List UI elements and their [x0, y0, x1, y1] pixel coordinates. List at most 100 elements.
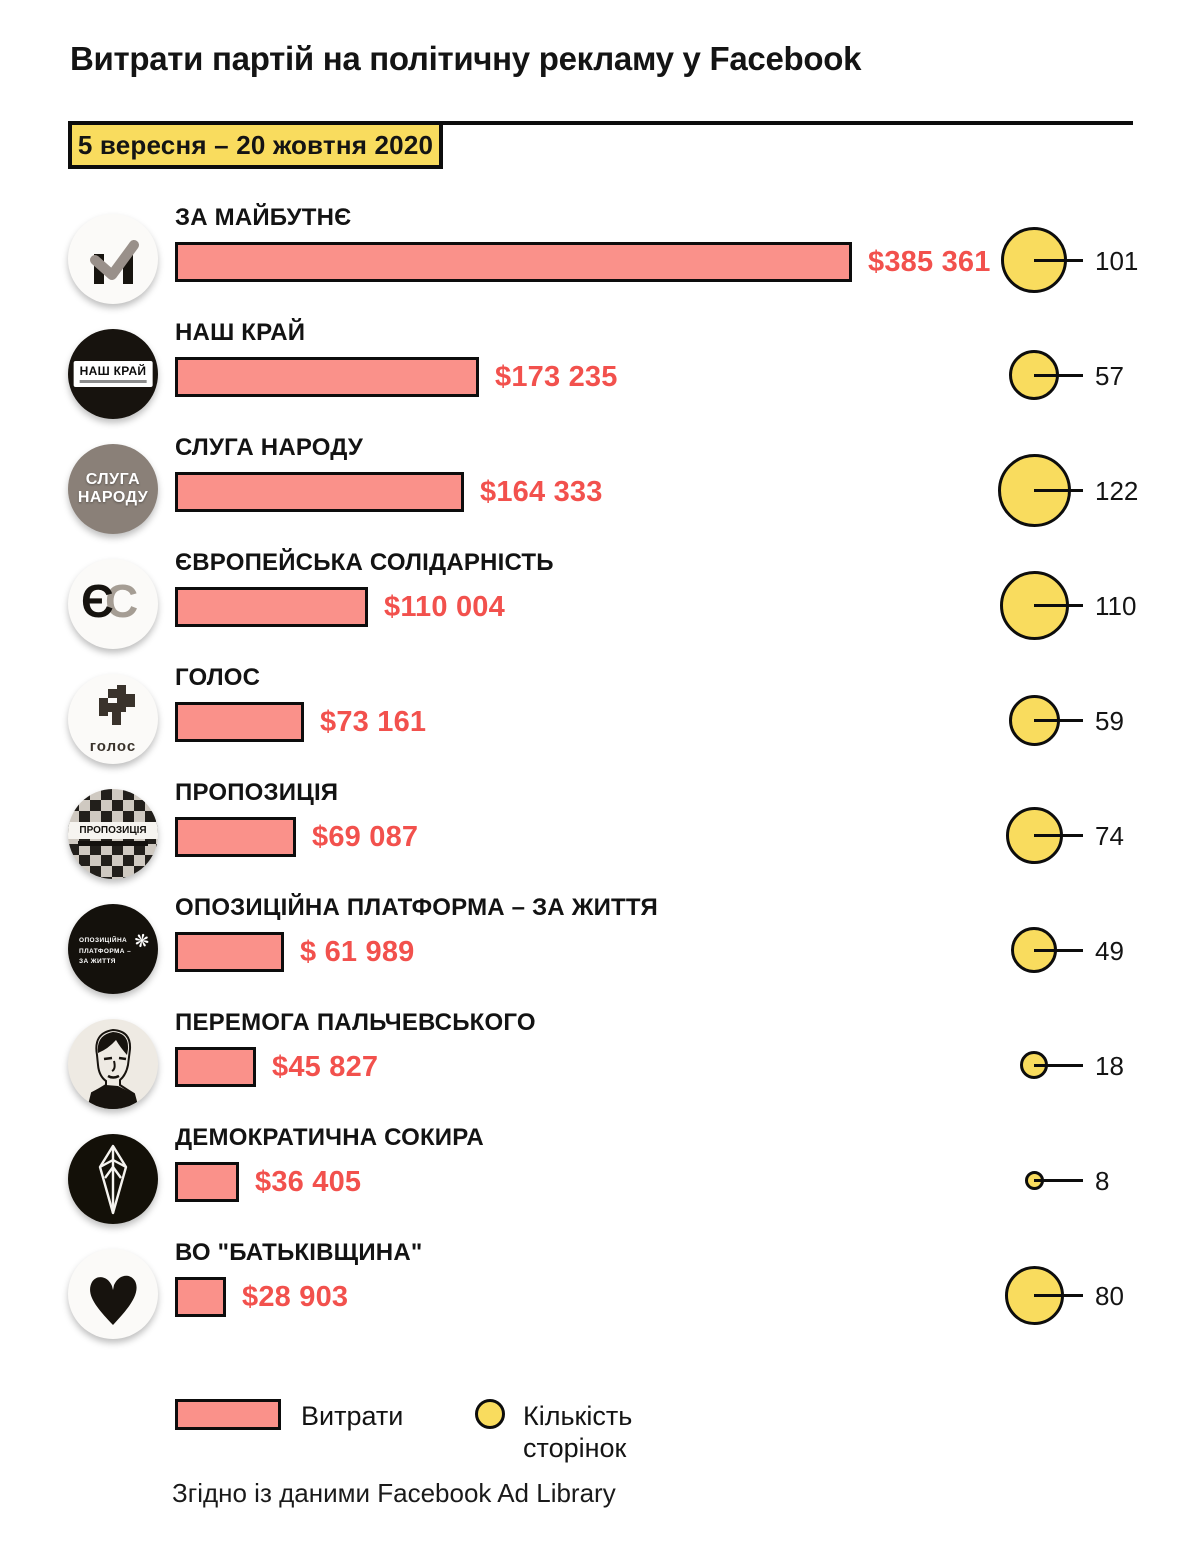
spend-bar — [175, 587, 368, 627]
logo-line: ПЛАТФОРМА – — [79, 947, 132, 955]
pages-line — [1034, 719, 1083, 722]
logo-caption: голос — [89, 738, 137, 755]
party-name: ДЕМОКРАТИЧНА СОКИРА — [175, 1124, 484, 1151]
party-logo: ОПОЗИЦІЙНА ПЛАТФОРМА – ЗА ЖИТТЯ ❋ — [68, 904, 158, 994]
spend-bar — [175, 702, 304, 742]
party-logo — [68, 1249, 158, 1339]
party-logo: голос — [68, 674, 158, 764]
logo-caption-subline — [79, 380, 147, 383]
party-row: СЛУГА НАРОДУ СЛУГА НАРОДУ $164 333 122 — [0, 432, 1200, 547]
pages-legend-label: Кількість сторінок — [523, 1401, 633, 1463]
party-row: ВО "БАТЬКІВЩИНА" $28 903 80 — [0, 1237, 1200, 1352]
pages-count: 18 — [1095, 1051, 1124, 1081]
party-name: ПРОПОЗИЦІЯ — [175, 779, 339, 806]
party-name: ВО "БАТЬКІВЩИНА" — [175, 1239, 423, 1266]
logo-band-strip — [78, 841, 148, 846]
heart-icon — [90, 1275, 137, 1325]
party-logo: ПРОПОЗИЦІЯ — [68, 789, 158, 879]
pages-count: 49 — [1095, 936, 1124, 966]
spend-value: $36 405 — [255, 1166, 362, 1198]
party-name: ГОЛОС — [175, 664, 261, 691]
pages-line — [1034, 1179, 1083, 1182]
logo-caption: НАШ КРАЙ — [79, 364, 147, 378]
logo-caption: ОПОЗИЦІЙНА ПЛАТФОРМА – ЗА ЖИТТЯ — [79, 936, 131, 968]
party-row: НАШ КРАЙ НАШ КРАЙ $173 235 57 — [0, 317, 1200, 432]
date-range-badge: 5 вересня – 20 жовтня 2020 — [68, 121, 443, 169]
logo-caption: СЛУГА НАРОДУ — [68, 444, 158, 534]
party-row: ДЕМОКРАТИЧНА СОКИРА $36 405 8 — [0, 1122, 1200, 1237]
spend-bar — [175, 932, 284, 972]
spend-value: $173 235 — [495, 361, 618, 393]
pages-count: 57 — [1095, 361, 1124, 391]
pixel-mark-icon — [99, 685, 135, 725]
spend-bar — [175, 817, 296, 857]
flower-emblem-icon: ❋ — [131, 929, 152, 953]
source-note: Згідно із даними Facebook Ad Library — [172, 1478, 616, 1508]
portrait-icon — [86, 1028, 140, 1109]
pages-line — [1034, 949, 1083, 952]
logo-letter-ye: Є — [81, 575, 114, 627]
logo-letter-c: С — [105, 575, 139, 627]
party-row: ЗА МАЙБУТНЄ $385 361 101 — [0, 202, 1200, 317]
spend-value: $ 61 989 — [300, 936, 415, 968]
logo-caption: ПРОПОЗИЦІЯ — [79, 825, 147, 836]
spend-bar — [175, 472, 464, 512]
pages-count: 80 — [1095, 1281, 1124, 1311]
party-logo — [68, 1134, 158, 1224]
spend-value: $28 903 — [242, 1281, 349, 1313]
spend-bar — [175, 1277, 226, 1317]
party-row: ОПОЗИЦІЙНА ПЛАТФОРМА – ЗА ЖИТТЯ ❋ ОПОЗИЦІЙН… — [0, 892, 1200, 1007]
party-row: ПЕРЕМОГА ПАЛЬЧЕВСЬКОГО $45 827 18 — [0, 1007, 1200, 1122]
spend-value: $69 087 — [312, 821, 419, 853]
pages-line — [1034, 1294, 1083, 1297]
spend-bar — [175, 357, 479, 397]
pages-line — [1034, 374, 1083, 377]
pages-line — [1034, 489, 1083, 492]
logo-line: ЗА ЖИТТЯ — [79, 958, 116, 966]
logo-line: СЛУГА — [85, 470, 141, 488]
spend-value: $45 827 — [272, 1051, 379, 1083]
chart-title: Витрати партій на політичну рекламу у Fa… — [70, 40, 862, 77]
party-name: ЄВРОПЕЙСЬКА СОЛІДАРНІСТЬ — [175, 549, 554, 576]
party-name: ПЕРЕМОГА ПАЛЬЧЕВСЬКОГО — [175, 1009, 536, 1036]
party-name: ОПОЗИЦІЙНА ПЛАТФОРМА – ЗА ЖИТТЯ — [175, 894, 658, 921]
pages-line — [1034, 1064, 1083, 1067]
party-name: СЛУГА НАРОДУ — [175, 434, 364, 461]
spend-value: $110 004 — [384, 591, 505, 623]
pages-count: 8 — [1095, 1166, 1110, 1196]
pages-count: 110 — [1095, 591, 1137, 621]
m-check-logo-icon — [90, 240, 139, 284]
spend-bar — [175, 1047, 256, 1087]
party-name: НАШ КРАЙ — [175, 319, 306, 346]
spend-legend-label: Витрати — [301, 1401, 404, 1431]
pages-count: 74 — [1095, 821, 1124, 851]
logo-line: НАРОДУ — [77, 489, 149, 506]
logo-caption-band: ПРОПОЗИЦІЯ — [68, 822, 158, 839]
party-logo: СЛУГА НАРОДУ — [68, 444, 158, 534]
party-name: ЗА МАЙБУТНЄ — [175, 204, 352, 231]
axe-emblem-icon — [98, 1144, 128, 1215]
spend-value: $385 361 — [868, 246, 991, 278]
party-logo: НАШ КРАЙ — [68, 329, 158, 419]
spend-bar — [175, 1162, 239, 1202]
logo-line: ОПОЗИЦІЙНА — [79, 937, 128, 944]
party-row: голос ГОЛОС $73 161 59 — [0, 662, 1200, 777]
logo-caption-box: НАШ КРАЙ — [73, 361, 153, 387]
spend-value: $73 161 — [320, 706, 427, 738]
pages-count: 59 — [1095, 706, 1124, 736]
pages-line — [1034, 604, 1083, 607]
divider-line — [68, 121, 1133, 125]
party-logo — [68, 214, 158, 304]
pages-count: 122 — [1095, 476, 1139, 506]
pages-line — [1034, 259, 1083, 262]
pages-count: 101 — [1095, 246, 1139, 276]
spend-legend-swatch — [175, 1399, 281, 1430]
pages-line — [1034, 834, 1083, 837]
party-row: ПРОПОЗИЦІЯ ПРОПОЗИЦІЯ $69 087 74 — [0, 777, 1200, 892]
pages-legend-swatch — [475, 1399, 505, 1429]
spend-bar — [175, 242, 852, 282]
party-logo — [68, 1019, 158, 1109]
